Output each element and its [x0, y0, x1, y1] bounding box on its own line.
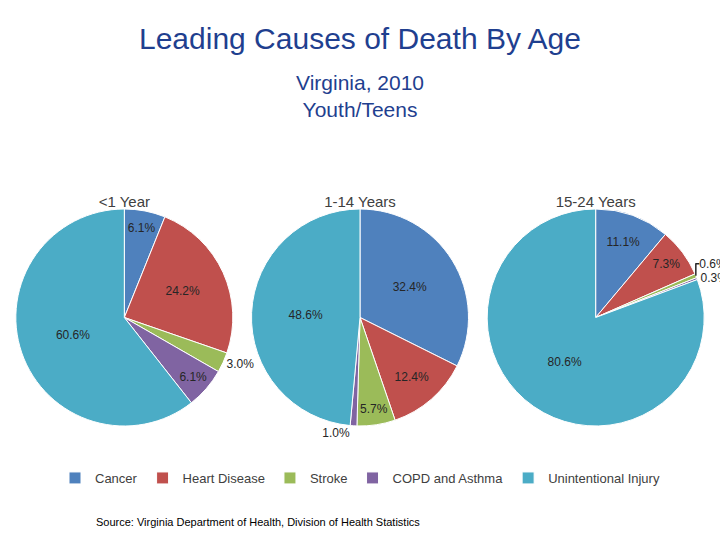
svg-text:<1 Year: <1 Year: [99, 193, 150, 210]
svg-text:Unintentional Injury: Unintentional Injury: [548, 471, 660, 486]
svg-text:6.1%: 6.1%: [179, 370, 207, 384]
svg-text:COPD and Asthma: COPD and Asthma: [393, 471, 504, 486]
svg-text:1-14 Years: 1-14 Years: [324, 193, 396, 210]
svg-text:15-24 Years: 15-24 Years: [556, 193, 636, 210]
svg-text:3.0%: 3.0%: [227, 357, 255, 371]
svg-text:11.1%: 11.1%: [607, 235, 640, 249]
svg-text:Heart Disease: Heart Disease: [183, 471, 265, 486]
svg-text:80.6%: 80.6%: [548, 355, 582, 369]
svg-text:0.3%: 0.3%: [700, 271, 720, 285]
svg-text:0.6%: 0.6%: [699, 257, 720, 271]
svg-text:24.2%: 24.2%: [166, 284, 200, 298]
svg-text:5.7%: 5.7%: [360, 402, 388, 416]
svg-text:Stroke: Stroke: [310, 471, 348, 486]
svg-text:Virginia, 2010Youth/Teens: Virginia, 2010Youth/Teens: [296, 71, 424, 121]
svg-text:1.0%: 1.0%: [322, 426, 350, 440]
svg-text:Cancer: Cancer: [95, 471, 138, 486]
svg-text:Source: Virginia Department of: Source: Virginia Department of Health, D…: [96, 516, 420, 528]
svg-text:48.6%: 48.6%: [289, 308, 323, 322]
svg-text:7.3%: 7.3%: [653, 257, 681, 271]
svg-text:32.4%: 32.4%: [393, 280, 427, 294]
svg-text:6.1%: 6.1%: [128, 221, 156, 235]
svg-text:Leading Causes of Death By Age: Leading Causes of Death By Age: [139, 22, 581, 55]
svg-text:60.6%: 60.6%: [56, 328, 90, 342]
svg-text:12.4%: 12.4%: [395, 370, 429, 384]
